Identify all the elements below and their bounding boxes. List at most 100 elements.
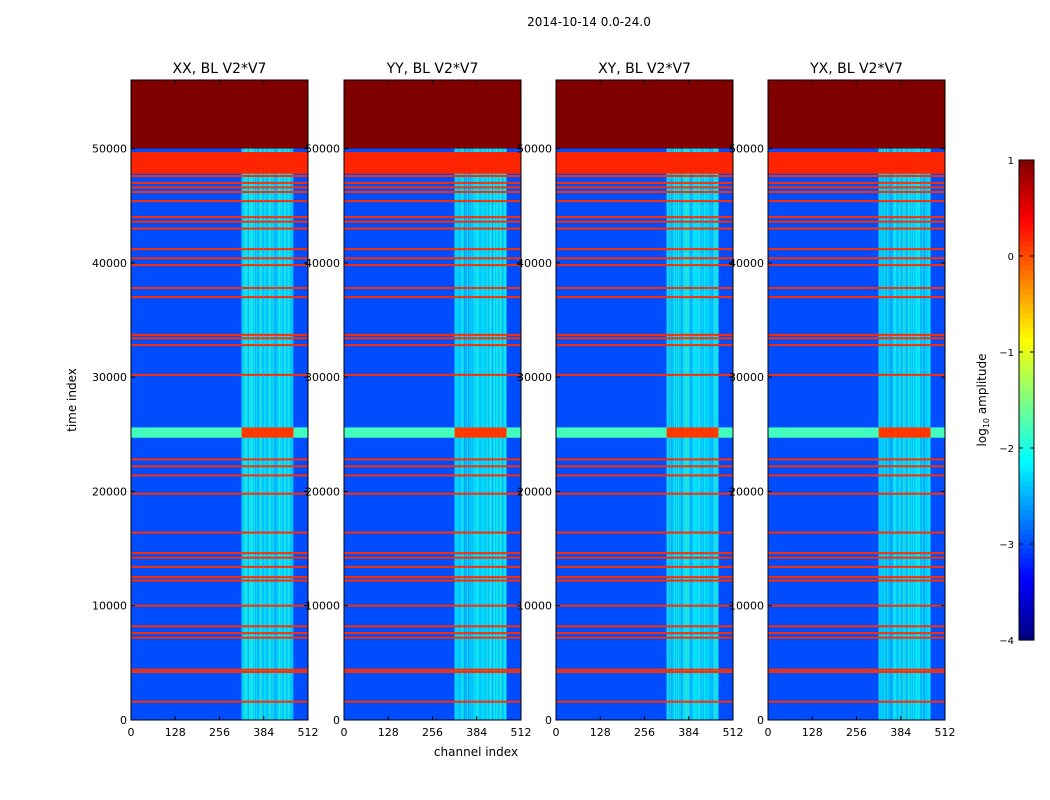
- flag-line: [344, 700, 521, 703]
- colorbar-step: [1019, 356, 1034, 363]
- colorbar-step: [1019, 510, 1034, 516]
- flag-line: [768, 220, 945, 223]
- flag-line: [131, 671, 308, 673]
- flag-line: [768, 175, 945, 177]
- colorbar-step: [1019, 400, 1034, 406]
- colorbar-step: [1019, 620, 1034, 627]
- flag-line: [556, 373, 733, 376]
- flag-line: [556, 671, 733, 673]
- x-tick-label: 512: [723, 726, 744, 739]
- flag-line: [131, 636, 308, 639]
- y-tick-label: 40000: [92, 257, 127, 270]
- y-tick-label: 0: [757, 714, 764, 727]
- colorbar-step: [1019, 520, 1034, 526]
- colorbar-step: [1019, 212, 1034, 219]
- flag-line: [768, 458, 945, 461]
- flag-line: [344, 191, 521, 193]
- y-tick-label: 40000: [517, 257, 552, 270]
- y-tick-label: 30000: [305, 371, 340, 384]
- colorbar-step: [1019, 217, 1034, 223]
- flag-line: [131, 458, 308, 461]
- flag-line: [556, 191, 733, 193]
- panel-image: [344, 80, 521, 720]
- flag-line: [131, 604, 308, 607]
- flag-line: [344, 373, 521, 376]
- colorbar-step: [1019, 275, 1034, 281]
- colorbar-step: [1019, 299, 1034, 305]
- flag-line: [768, 216, 945, 219]
- flag-line: [768, 337, 945, 340]
- flag-line: [556, 700, 733, 703]
- panel-title: XY, BL V2*V7: [598, 61, 691, 77]
- flag-line: [556, 604, 733, 607]
- y-tick-label: 10000: [517, 600, 552, 613]
- flag-line: [556, 632, 733, 635]
- colorbar-step: [1019, 467, 1034, 473]
- flag-line: [344, 220, 521, 223]
- colorbar-step: [1019, 582, 1034, 588]
- colorbar-step: [1019, 462, 1034, 468]
- flag-line: [556, 186, 733, 189]
- flag-line: [131, 700, 308, 703]
- flag-line: [131, 552, 308, 555]
- flag-line: [131, 344, 308, 347]
- flag-line: [344, 671, 521, 673]
- y-tick-label: 20000: [517, 485, 552, 498]
- colorbar-step: [1019, 179, 1034, 185]
- flag-line: [556, 337, 733, 340]
- colorbar-step: [1019, 404, 1034, 411]
- flag-line: [344, 604, 521, 607]
- flag-line: [344, 552, 521, 555]
- colorbar-step: [1019, 438, 1034, 444]
- panel-image: [131, 80, 308, 720]
- flag-line: [344, 248, 521, 251]
- colorbar-step: [1019, 265, 1034, 271]
- y-tick-label: 40000: [729, 257, 764, 270]
- x-tick-label: 256: [846, 726, 867, 739]
- colorbar-tick-label: −1: [999, 348, 1014, 359]
- y-tick-label: 30000: [729, 371, 764, 384]
- y-tick-label: 10000: [92, 600, 127, 613]
- flag-line: [556, 181, 733, 184]
- flag-line: [768, 248, 945, 251]
- colorbar-tick-label: 0: [1008, 252, 1014, 263]
- y-tick-label: 10000: [729, 600, 764, 613]
- flag-line: [556, 264, 733, 267]
- colorbar-step: [1019, 332, 1034, 339]
- colorbar-step: [1019, 174, 1034, 180]
- x-tick-label: 512: [511, 726, 532, 739]
- colorbar-step: [1019, 385, 1034, 391]
- flag-line: [131, 186, 308, 189]
- flag-line: [768, 296, 945, 299]
- y-tick-label: 0: [120, 714, 127, 727]
- flag-line: [344, 216, 521, 219]
- colorbar-step: [1019, 548, 1034, 555]
- flag-line: [131, 287, 308, 289]
- colorbar-step: [1019, 587, 1034, 593]
- flag-line: [556, 552, 733, 555]
- y-tick-label: 20000: [305, 485, 340, 498]
- colorbar-step: [1019, 505, 1034, 511]
- colorbar-step: [1019, 256, 1034, 262]
- colorbar-step: [1019, 419, 1034, 425]
- y-tick-label: 20000: [92, 485, 127, 498]
- flag-line: [131, 337, 308, 340]
- flag-line: [131, 248, 308, 251]
- x-tick-label: 128: [378, 726, 399, 739]
- y-tick-label: 30000: [517, 371, 552, 384]
- colorbar-step: [1019, 260, 1034, 267]
- colorbar-step: [1019, 308, 1034, 315]
- x-tick-label: 128: [802, 726, 823, 739]
- saturated-block: [131, 80, 308, 149]
- flag-line: [768, 474, 945, 477]
- y-axis-label: time index: [65, 368, 79, 432]
- colorbar-step: [1019, 500, 1034, 507]
- x-tick-label: 384: [890, 726, 911, 739]
- flag-line: [768, 604, 945, 607]
- colorbar-step: [1019, 251, 1034, 257]
- y-tick-label: 50000: [92, 143, 127, 156]
- flag-line: [768, 636, 945, 639]
- flag-line: [344, 636, 521, 639]
- flag-line: [344, 492, 521, 495]
- flag-band: [768, 152, 945, 174]
